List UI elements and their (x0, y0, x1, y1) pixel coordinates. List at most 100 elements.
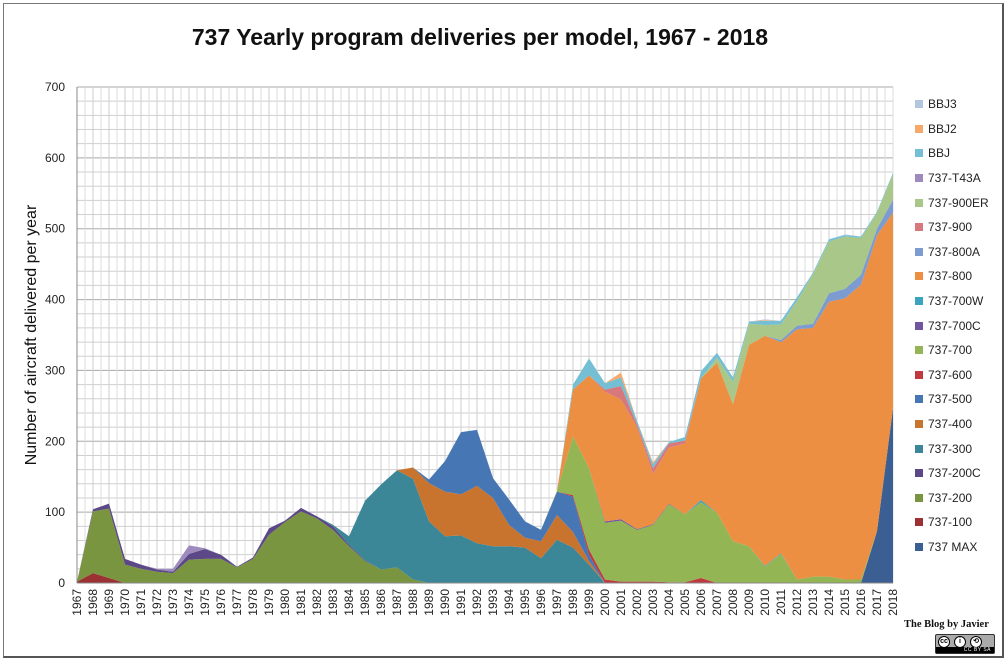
x-tick-label: 1987 (390, 589, 404, 616)
legend-swatch (915, 149, 923, 158)
y-tick-label: 200 (45, 434, 65, 448)
x-tick-label: 1981 (294, 589, 308, 616)
x-tick-label: 2009 (742, 589, 756, 616)
x-tick-label: 1980 (278, 589, 292, 616)
license-badge-text: cc by sa (936, 647, 994, 653)
legend-item: 737-200 (915, 486, 989, 511)
x-tick-label: 1973 (166, 589, 180, 616)
x-tick-label: 2015 (838, 589, 852, 616)
legend-label: 737-300 (928, 441, 973, 456)
legend-item: 737-700C (915, 313, 989, 338)
x-tick-label: 1985 (358, 589, 372, 616)
credit-text: The Blog by Javier (904, 619, 989, 630)
area-737-900er (77, 174, 893, 582)
legend-label: BBJ3 (928, 97, 957, 112)
legend-item: 737-800 (915, 264, 989, 289)
x-tick-label: 1998 (566, 589, 580, 616)
legend-swatch (915, 321, 923, 330)
x-tick-label: 1967 (70, 589, 84, 616)
y-tick-label: 600 (45, 151, 65, 165)
x-tick-label: 2005 (678, 589, 692, 616)
legend-item: 737 MAX (915, 535, 989, 560)
legend-label: 737-800A (928, 244, 981, 259)
chart-title: 737 Yearly program deliveries per model,… (191, 24, 769, 50)
area-737-300 (77, 408, 893, 583)
legend-swatch (915, 223, 923, 232)
legend-item: 737-600 (915, 363, 989, 388)
legend-label: 737-400 (928, 417, 973, 432)
legend-label: BBJ2 (928, 121, 957, 136)
area-737-400 (77, 408, 893, 583)
cc-license-badge: cc i ⟲ cc by sa (935, 634, 995, 654)
x-tick-label: 2012 (790, 589, 804, 616)
x-tick-label: 1982 (310, 589, 324, 616)
legend-label: 737-700W (928, 294, 984, 309)
x-tick-label: 1974 (182, 589, 196, 616)
legend-label: 737-900 (928, 220, 973, 235)
area-737-800 (77, 212, 893, 582)
legend-label: 737-900ER (928, 195, 989, 210)
legend-item: 737-800A (915, 240, 989, 265)
x-tick-label: 1968 (86, 589, 100, 616)
x-tick-label: 1975 (198, 589, 212, 616)
legend-swatch (915, 518, 923, 527)
y-tick-label: 100 (45, 505, 65, 519)
x-tick-label: 2014 (822, 589, 836, 616)
y-tick-label: 500 (45, 222, 65, 236)
legend-item: 737-700 (915, 338, 989, 363)
legend-swatch (915, 124, 923, 133)
x-tick-label: 1986 (374, 589, 388, 616)
image-frame (3, 3, 1004, 658)
x-tick-label: 2011 (774, 589, 788, 615)
legend-label: 737-T43A (928, 171, 981, 186)
x-tick-label: 2001 (614, 589, 628, 616)
legend-swatch (915, 469, 923, 478)
legend-label: 737-700C (928, 318, 981, 333)
x-tick-label: 2003 (646, 589, 660, 616)
x-tick-label: 2013 (806, 589, 820, 616)
legend-swatch (915, 395, 923, 404)
legend-swatch (915, 420, 923, 429)
legend-item: 737-900 (915, 215, 989, 240)
x-tick-label: 2018 (886, 589, 900, 616)
legend-swatch (915, 198, 923, 207)
legend-label: 737-100 (928, 515, 973, 530)
legend-label: 737-200C (928, 466, 981, 481)
legend-swatch (915, 174, 923, 183)
legend-swatch (915, 247, 923, 256)
legend-item: 737-500 (915, 387, 989, 412)
x-tick-label: 1999 (582, 589, 596, 616)
x-tick-label: 1984 (342, 589, 356, 616)
legend-item: BBJ3 (915, 92, 989, 117)
x-tick-label: 1988 (406, 589, 420, 616)
x-tick-label: 1979 (262, 589, 276, 616)
legend-label: 737-800 (928, 269, 973, 284)
x-tick-label: 2010 (758, 589, 772, 616)
legend-item: BBJ (915, 141, 989, 166)
legend-swatch (915, 100, 923, 109)
y-tick-label: 400 (45, 293, 65, 307)
legend-swatch (915, 542, 923, 551)
x-tick-label: 2008 (726, 589, 740, 616)
legend-swatch (915, 346, 923, 355)
x-tick-label: 1991 (454, 589, 468, 616)
legend-swatch (915, 297, 923, 306)
x-tick-label: 1971 (134, 589, 148, 616)
x-tick-label: 1993 (486, 589, 500, 616)
legend-swatch (915, 272, 923, 281)
legend-item: 737-700W (915, 289, 989, 314)
legend-item: 737-200C (915, 461, 989, 486)
y-tick-label: 700 (45, 80, 65, 94)
legend: BBJ3 BBJ2 BBJ 737-T43A 737-900ER 737-900 737-8… (915, 92, 989, 559)
x-tick-label: 1969 (102, 589, 116, 616)
legend-swatch (915, 493, 923, 502)
legend-item: 737-400 (915, 412, 989, 437)
legend-item: 737-300 (915, 436, 989, 461)
x-tick-label: 1994 (502, 589, 516, 616)
x-tick-label: 1972 (150, 589, 164, 616)
cc-icon-row: cc i ⟲ (938, 636, 982, 648)
x-tick-label: 1989 (422, 589, 436, 616)
legend-label: 737-200 (928, 490, 973, 505)
x-tick-label: 1978 (246, 589, 260, 616)
